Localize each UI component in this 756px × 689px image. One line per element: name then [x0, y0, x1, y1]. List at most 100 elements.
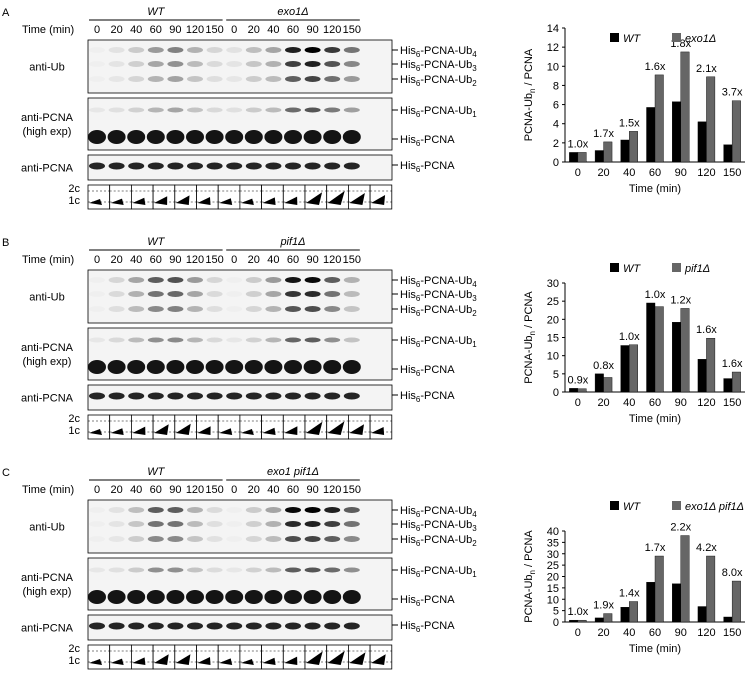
band: [147, 622, 164, 630]
band: [127, 360, 146, 374]
band: [108, 536, 125, 542]
y-tick-label: 12: [547, 42, 559, 54]
facs-box: [87, 184, 111, 210]
facs-profile: [240, 198, 254, 205]
timepoint: 90: [306, 484, 318, 496]
timepoint: 120: [186, 24, 204, 36]
timepoint: 120: [186, 254, 204, 266]
legend-swatch: [610, 33, 619, 42]
facs-profile: [132, 426, 146, 435]
band-label-part: -PCNA-Ub: [420, 105, 472, 117]
band: [324, 61, 341, 67]
band-label-part: His: [400, 59, 416, 71]
band: [225, 130, 244, 144]
band: [343, 337, 360, 343]
bar: [594, 617, 604, 623]
time-label: Time (min): [22, 24, 74, 36]
band: [167, 567, 184, 573]
band: [146, 130, 165, 144]
y-axis-title-part: n: [528, 88, 537, 92]
facs-box: [196, 184, 219, 210]
ratio-label: 1.5x: [619, 117, 640, 129]
band-label-part: -PCNA-Ub: [420, 74, 472, 86]
band: [285, 622, 301, 630]
timepoint: 0: [94, 484, 100, 496]
y-axis-title: PCNA-Ubn / PCNA: [523, 291, 537, 384]
y-axis-title: PCNA-Ubn / PCNA: [523, 530, 537, 623]
band: [167, 47, 184, 53]
band-label: His6-PCNA-Ub4: [400, 275, 477, 289]
group-label: WT: [147, 6, 165, 18]
band-label-part: His: [400, 134, 416, 146]
band: [265, 162, 282, 170]
bar: [577, 388, 587, 393]
x-tick-label: 40: [623, 397, 635, 409]
band-label: His6-PCNA-Ub4: [400, 45, 477, 59]
facs-box: [152, 414, 176, 440]
band-label: His6-PCNA-Ub2: [400, 534, 477, 548]
timepoint: 20: [110, 484, 122, 496]
band: [304, 47, 321, 53]
facs-box: [239, 184, 262, 210]
band: [206, 107, 223, 113]
band-label: His6-PCNA: [400, 134, 455, 148]
band: [128, 337, 145, 343]
timepoint: 60: [287, 24, 299, 36]
band: [167, 306, 184, 312]
x-tick-label: 150: [723, 167, 741, 179]
band-label-part: 6: [416, 539, 421, 548]
band: [167, 507, 184, 513]
band-label-part: -PCNA-Ub: [420, 289, 472, 301]
facs-profile: [327, 651, 345, 665]
band: [108, 622, 125, 630]
band: [324, 507, 341, 513]
band: [128, 162, 145, 170]
band: [244, 590, 263, 604]
panel-letter: A: [2, 7, 10, 19]
band: [147, 536, 164, 542]
band: [304, 507, 321, 513]
facs-profile: [349, 193, 365, 205]
band-label-part: 4: [472, 510, 477, 519]
band: [128, 306, 145, 312]
band: [342, 360, 361, 374]
band: [264, 360, 283, 374]
band: [225, 590, 244, 604]
bar: [723, 378, 733, 393]
facs-profile: [284, 196, 298, 205]
band: [245, 536, 262, 542]
y-tick-label: 0: [553, 387, 559, 399]
row-label: (high exp): [23, 126, 72, 138]
bar: [569, 619, 579, 623]
timepoint: 40: [267, 484, 279, 496]
band: [108, 392, 125, 400]
band: [226, 507, 242, 513]
ratio-label: 1.4x: [619, 588, 640, 600]
bar: [569, 152, 579, 163]
bar: [697, 606, 707, 623]
band: [343, 61, 360, 67]
bar: [603, 377, 613, 393]
timepoint: 60: [287, 254, 299, 266]
x-tick-label: 60: [649, 627, 661, 639]
band: [147, 337, 164, 343]
band: [265, 107, 282, 113]
band: [303, 360, 322, 374]
band: [285, 107, 301, 113]
timepoint: 20: [110, 254, 122, 266]
band-label: His6-PCNA: [400, 160, 455, 174]
band: [167, 392, 184, 400]
ratio-label: 1.0x: [619, 331, 640, 343]
facs-box: [369, 184, 393, 210]
band: [128, 291, 145, 297]
facs-profile: [175, 195, 190, 205]
band-label-part: 6: [416, 524, 421, 533]
timepoint: 90: [169, 254, 181, 266]
ratio-label: 1.6x: [722, 358, 743, 370]
band-label-part: 2: [472, 79, 477, 88]
band-label-part: 6: [416, 79, 421, 88]
band: [187, 521, 203, 527]
timepoint: 120: [323, 24, 341, 36]
band: [343, 107, 360, 113]
bar: [723, 616, 733, 623]
